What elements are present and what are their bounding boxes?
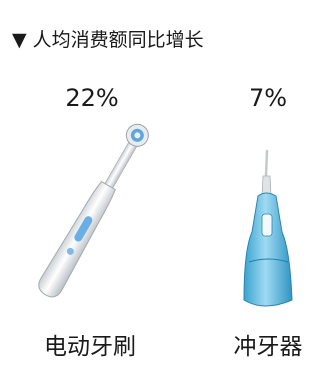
page: {"header": {"title": "▼ 人均消费额同比增长"}, "it… [0, 0, 314, 365]
flosser-image [244, 150, 292, 306]
item-label: 电动牙刷 [44, 334, 136, 360]
toothbrush-image [35, 120, 153, 301]
item-label: 冲牙器 [234, 334, 303, 360]
item-value: 7% [249, 84, 287, 112]
section-title: ▼ 人均消费额同比增长 [12, 29, 204, 51]
item-value: 22% [65, 84, 118, 112]
infographic: ▼ 人均消费额同比增长 22% 7% 电动牙刷 冲牙器 [0, 0, 314, 365]
